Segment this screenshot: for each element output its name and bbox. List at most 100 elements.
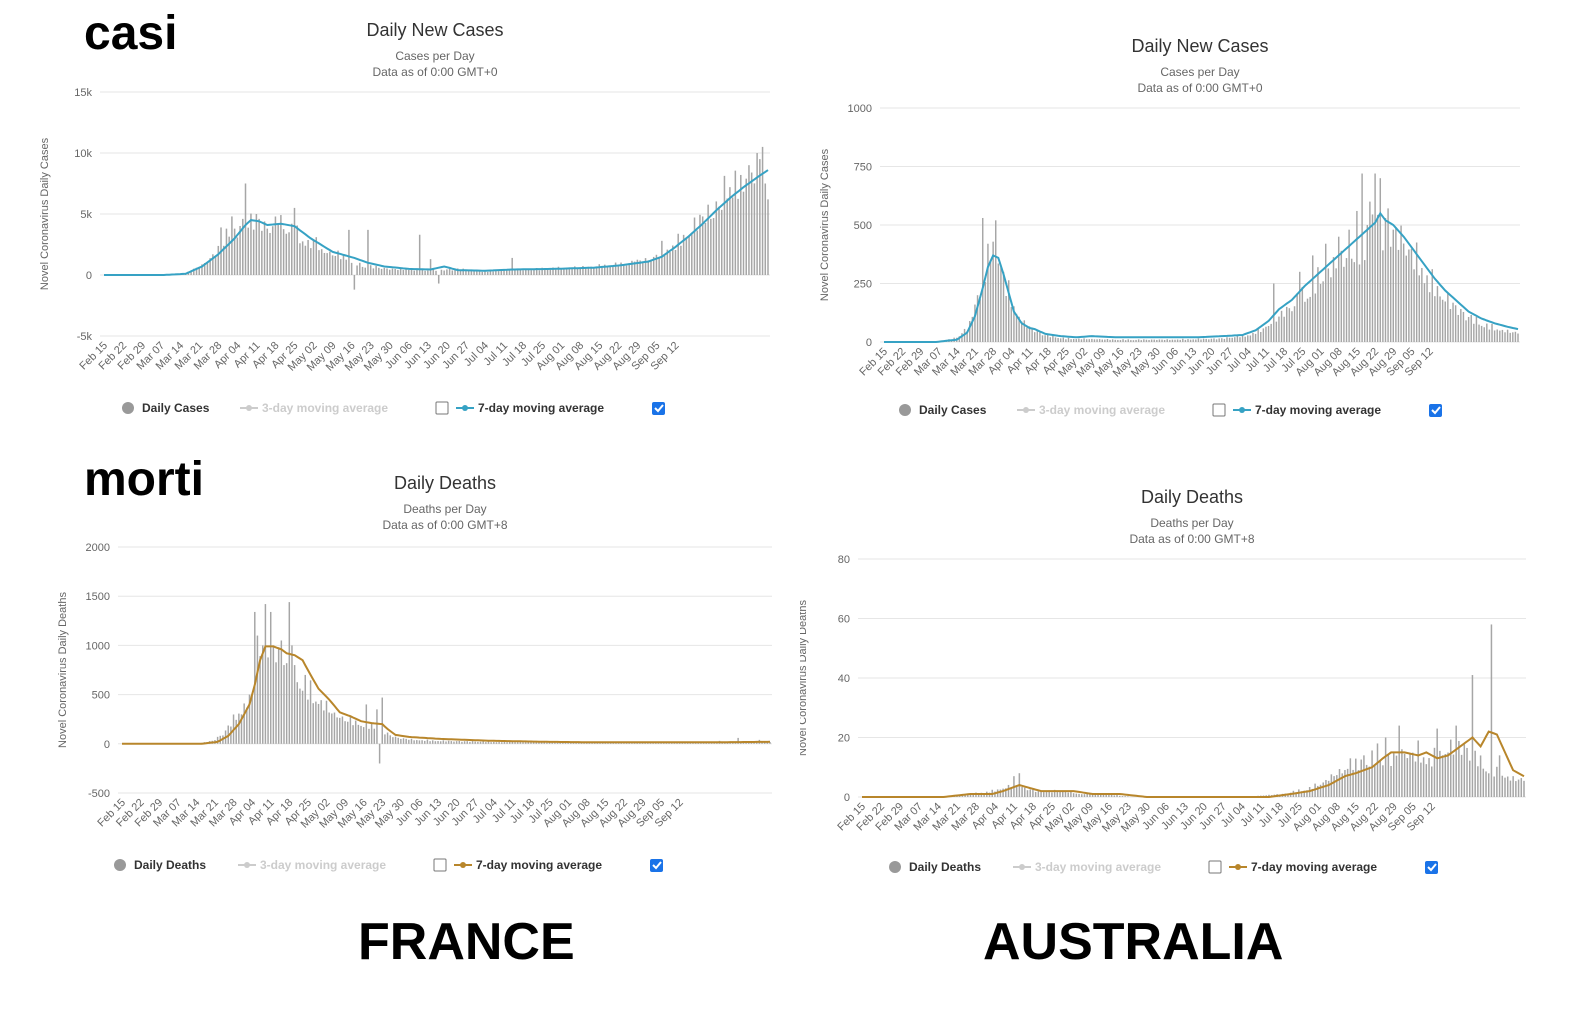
legend-daily[interactable]: Daily Cases [919,403,987,417]
daily-bar [549,269,552,275]
daily-bar [418,234,421,275]
daily-bar [429,741,431,744]
daily-bar [572,742,575,744]
daily-bar [1512,332,1514,342]
daily-bar [1327,780,1330,797]
daily-bar [493,741,495,744]
daily-bar [1053,789,1056,797]
daily-bar [983,793,985,797]
daily-bar [1333,776,1335,797]
daily-bar [487,741,490,744]
daily-bar [617,266,620,275]
daily-bar [384,734,386,744]
checkbox-7day[interactable] [1425,861,1438,874]
daily-bar [345,259,347,275]
daily-bar [1478,324,1480,342]
daily-bar [582,265,584,275]
legend-3day[interactable]: 3-day moving average [1039,403,1165,417]
checkbox-3day[interactable] [1208,860,1222,874]
daily-bar [1374,173,1376,342]
daily-bar [1039,332,1041,342]
daily-bar [1166,339,1168,342]
daily-bar [416,268,418,275]
daily-bar [628,742,630,744]
daily-bar [1046,334,1049,342]
daily-bar [1083,338,1085,342]
daily-bar [236,237,239,275]
daily-bar [1153,339,1155,342]
legend-7day[interactable]: 7-day moving average [476,858,602,872]
legend-7day[interactable]: 7-day moving average [1251,860,1377,874]
daily-bar [462,268,464,275]
daily-bar [1382,765,1384,797]
daily-bar [323,710,325,744]
daily-bar [405,269,407,275]
daily-bar [1457,314,1459,342]
daily-bar [505,270,508,275]
daily-bar [1244,336,1246,342]
daily-bar [1452,754,1455,797]
daily-bar [1470,314,1472,342]
legend-daily[interactable]: Daily Deaths [134,858,206,872]
daily-bar [644,742,646,744]
daily-bar [688,236,690,275]
daily-bar [1273,283,1275,342]
daily-bar [1408,249,1410,342]
daily-bar [1506,329,1509,342]
legend-7day[interactable]: 7-day moving average [478,401,604,415]
daily-bar [685,238,688,275]
checkbox-3day[interactable] [433,858,447,872]
daily-bar [429,259,432,275]
daily-bar [274,216,277,275]
daily-bar [543,742,545,744]
daily-bar [737,737,739,744]
y-tick-label: 60 [838,614,850,626]
daily-bar [1171,339,1174,342]
checkbox-7day[interactable] [652,402,665,415]
chart-fr_deaths: Daily Deaths Deaths per Day Data as of 0:0… [20,455,810,895]
daily-bar [508,269,511,275]
daily-bar [461,741,463,744]
daily-bar [329,251,331,275]
legend-7day[interactable]: 7-day moving average [1255,403,1381,417]
checkbox-7day[interactable] [1429,404,1442,417]
daily-bar [291,223,293,275]
daily-bar [1479,755,1482,797]
legend-daily[interactable]: Daily Deaths [909,860,981,874]
daily-bar [565,267,568,275]
legend-marker-daily [122,402,134,414]
daily-bar [434,741,437,744]
daily-bar [361,266,364,275]
daily-bar [1371,750,1373,797]
daily-bar [1422,757,1425,797]
daily-bar [386,268,388,275]
daily-bar [1350,258,1353,342]
daily-bar [277,223,279,275]
y-tick-label: 0 [844,792,850,804]
daily-bar [244,183,247,275]
y-tick-label: 80 [838,554,850,566]
checkbox-3day[interactable] [1212,403,1226,417]
daily-bar [1436,728,1438,797]
daily-bar [1306,298,1309,342]
daily-bar [1283,316,1285,342]
daily-bar [282,229,285,275]
daily-bar [617,743,620,744]
legend-3day[interactable]: 3-day moving average [1035,860,1161,874]
daily-bar [1361,173,1363,342]
daily-bar [1018,316,1020,342]
checkbox-3day[interactable] [435,401,449,415]
daily-bar [533,269,535,275]
daily-bar [723,175,726,275]
legend-3day[interactable]: 3-day moving average [262,401,388,415]
daily-bar [1111,339,1114,342]
daily-bar [506,742,508,744]
checkbox-7day[interactable] [650,859,663,872]
daily-bar [222,245,225,275]
daily-bar [987,243,989,342]
daily-bar [1322,281,1324,342]
legend-daily[interactable]: Daily Cases [142,401,210,415]
legend-3day[interactable]: 3-day moving average [260,858,386,872]
daily-bar [1072,793,1075,797]
daily-bar [342,255,345,275]
